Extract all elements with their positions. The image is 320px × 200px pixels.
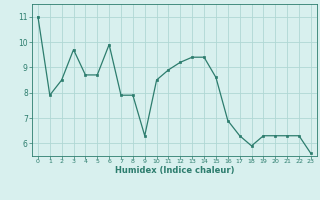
X-axis label: Humidex (Indice chaleur): Humidex (Indice chaleur): [115, 166, 234, 175]
